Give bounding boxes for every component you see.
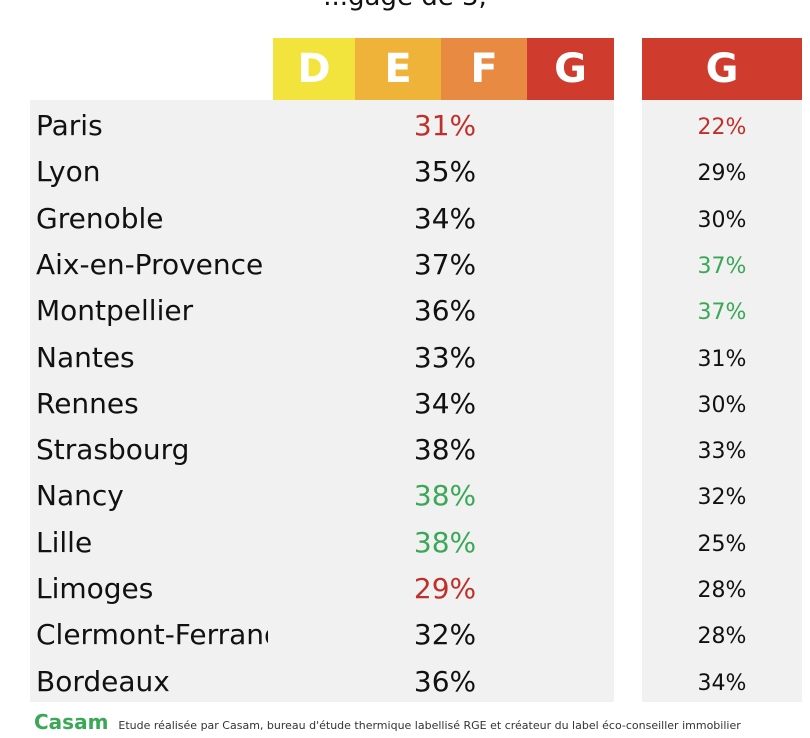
- header-chip-g: G: [527, 38, 614, 100]
- table-row-value-secondary: 29%: [697, 161, 747, 186]
- header-label-e: E: [384, 46, 412, 92]
- table-panel-second: [642, 100, 802, 702]
- table-row-value-primary: 32%: [413, 618, 477, 651]
- table-row-city: Lyon: [36, 155, 101, 188]
- table-row-value-secondary: 32%: [697, 485, 747, 510]
- table-row-city: Lille: [36, 526, 93, 559]
- header-label-g-second: G: [705, 46, 739, 92]
- table-row-value-primary: 38%: [413, 433, 477, 466]
- table-row-city: Limoges: [36, 572, 154, 605]
- table-row-city: Clermont-Ferrand: [36, 618, 268, 651]
- table-row-city: Aix-en-Provence: [36, 248, 264, 281]
- table-row-value-primary: 34%: [413, 202, 477, 235]
- table-row-value-secondary: 34%: [697, 671, 747, 696]
- table-row-value-primary: 37%: [413, 248, 477, 281]
- table-row-value-primary: 36%: [413, 294, 477, 327]
- table-row-value-primary: 35%: [413, 155, 477, 188]
- table-row-city: Grenoble: [36, 202, 164, 235]
- page-title: ...gage de 3,: [0, 0, 810, 12]
- footer: Casam Etude réalisée par Casam, bureau d…: [34, 710, 741, 734]
- header-chip-d: D: [273, 38, 355, 100]
- table-panel-main: [30, 100, 614, 702]
- table-row-city: Rennes: [36, 387, 139, 420]
- header-label-f: F: [470, 46, 498, 92]
- table-row-value-secondary: 25%: [697, 532, 747, 557]
- header-label-d: D: [297, 46, 331, 92]
- table-row-value-primary: 36%: [413, 665, 477, 698]
- table-row-value-secondary: 37%: [697, 254, 747, 279]
- table-row-city: Paris: [36, 109, 103, 142]
- table-row-value-secondary: 31%: [697, 347, 747, 372]
- table-row-value-secondary: 30%: [697, 393, 747, 418]
- table-row-value-secondary: 28%: [697, 624, 747, 649]
- table-row-value-secondary: 28%: [697, 578, 747, 603]
- table-row-city: Nantes: [36, 341, 135, 374]
- table-row-value-primary: 38%: [413, 526, 477, 559]
- table-row-value-primary: 34%: [413, 387, 477, 420]
- header-chip-f: F: [441, 38, 527, 100]
- header-label-g: G: [554, 46, 587, 92]
- table-row-value-secondary: 22%: [697, 115, 747, 140]
- table-row-value-primary: 33%: [413, 341, 477, 374]
- table-row-city: Nancy: [36, 479, 124, 512]
- table-row-value-primary: 38%: [413, 479, 477, 512]
- table-row-value-primary: 31%: [413, 109, 477, 142]
- footer-note: Etude réalisée par Casam, bureau d'étude…: [118, 719, 741, 732]
- header-chip-e: E: [355, 38, 441, 100]
- table-row-city: Montpellier: [36, 294, 194, 327]
- table-row-value-secondary: 33%: [697, 439, 747, 464]
- header-chip-g-second: G: [642, 38, 802, 100]
- table-row-value-secondary: 30%: [697, 208, 747, 233]
- brand-logo: Casam: [34, 710, 109, 734]
- table-row-city: Strasbourg: [36, 433, 190, 466]
- table-row-value-primary: 29%: [413, 572, 477, 605]
- table-row-city: Bordeaux: [36, 665, 170, 698]
- table-row-value-secondary: 37%: [697, 300, 747, 325]
